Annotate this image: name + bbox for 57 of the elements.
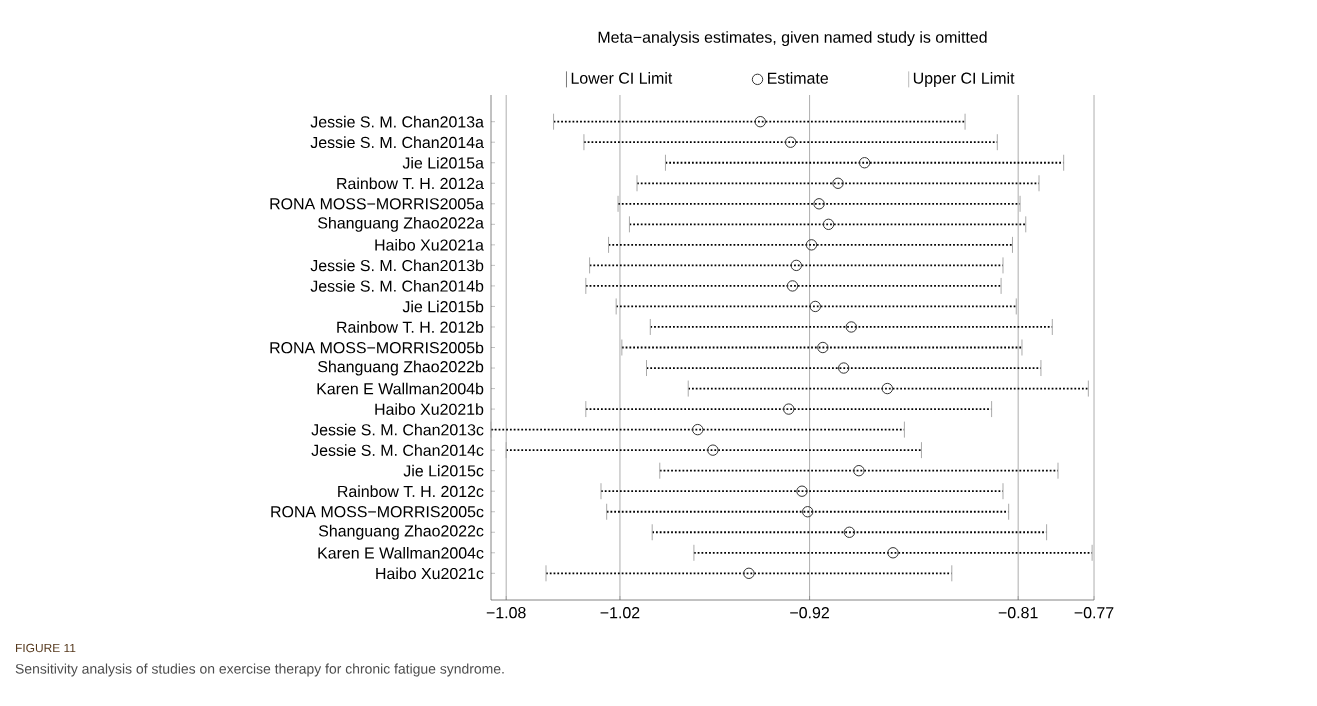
y-tick-label: Jie Li2015b [402, 300, 484, 313]
point [783, 403, 795, 415]
legend-label: Estimate [768, 72, 828, 84]
y-tick-label: Rainbow T. H. 2012a [337, 177, 484, 190]
y-tick-label: Jie Li2015a [402, 156, 484, 169]
point [822, 218, 835, 231]
y-tick-label: Karen E Wallman2004b [317, 382, 484, 395]
point [786, 280, 799, 292]
point [832, 177, 844, 189]
point [843, 526, 856, 538]
y-tick-label: Rainbow T. H. 2012c [338, 485, 484, 498]
y-tick-label: Jessie S. M. Chan2013a [310, 115, 484, 128]
point [858, 157, 871, 169]
point [853, 464, 865, 477]
point [845, 321, 857, 333]
y-tick-label: Jessie S. M. Chan2013b [310, 259, 484, 272]
y-tick-label: Karen E Wallman2004c [318, 546, 484, 559]
point [692, 423, 704, 436]
y-tick-label: Shanguang Zhao2022a [318, 216, 484, 232]
y-tick-label: Shanguang Zhao2022b [318, 360, 484, 376]
x-tick-label: −1.08 [486, 607, 526, 619]
point [801, 506, 814, 518]
point [796, 485, 808, 497]
x-tick-label: −0.92 [790, 607, 829, 619]
point [707, 444, 719, 456]
point [813, 198, 825, 210]
x-tick-label: −1.02 [600, 607, 640, 619]
y-tick-label: RONA MOSS−MORRIS2005c [271, 506, 484, 518]
y-tick-label: Jessie S. M. Chan2014a [310, 136, 484, 149]
y-tick-label: Rainbow T. H. 2012b [337, 321, 484, 333]
point [805, 239, 818, 251]
point [881, 382, 894, 395]
y-tick-label: Jessie S. M. Chan2014c [311, 444, 484, 456]
y-tick-label: Haibo Xu2021a [375, 238, 484, 251]
text: Sensitivity analysis of studies on exercise therapy for chronic fatigue syndrome. [15, 663, 504, 677]
point [743, 567, 755, 580]
point [784, 136, 797, 148]
y-tick-label: Jie Li2015c [403, 464, 484, 477]
y-tick-label: Shanguang Zhao2022c [318, 524, 484, 540]
y-tick-label: Jessie S. M. Chan2013c [311, 423, 484, 436]
y-tick-label: Haibo Xu2021b [375, 403, 484, 415]
text: Lower CI Limit [571, 72, 673, 84]
y-tick-label: RONA MOSS−MORRIS2005a [270, 198, 484, 210]
point [790, 259, 802, 272]
point [838, 362, 850, 374]
y-tick-label: RONA MOSS−MORRIS2005b [270, 341, 484, 354]
point [887, 547, 899, 559]
x-tick-label: −0.81 [998, 607, 1038, 619]
point [817, 341, 829, 354]
y-tick-label: Jessie S. M. Chan2014b [310, 280, 484, 292]
caption: FIGURE 11 [16, 643, 76, 653]
point [754, 115, 766, 128]
chart-title: Meta−analysis estimates, given named study is omitted [598, 31, 987, 47]
y-tick-label: Haibo Xu2021c [376, 567, 484, 580]
point [809, 300, 821, 313]
text: Upper CI Limit [913, 72, 1015, 87]
x-tick-label: −0.77 [1074, 607, 1114, 619]
